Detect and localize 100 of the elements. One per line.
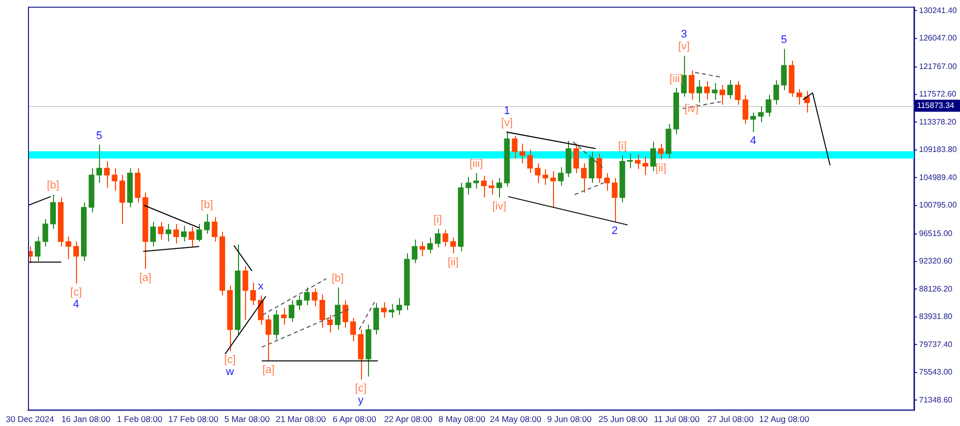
x-tick-label: 30 Dec 2024 (6, 414, 54, 424)
candlestick (350, 317, 356, 342)
annotation: [ii] (655, 162, 666, 174)
candlestick (796, 88, 802, 106)
x-tick-label: 5 Mar 08:00 (224, 414, 270, 424)
candlestick (327, 314, 333, 334)
annotation: 5 (780, 34, 787, 46)
annotation: 4 (750, 135, 756, 148)
x-tick-label: 12 Aug 08:00 (759, 414, 810, 424)
x-tick-label: 25 Jun 08:00 (598, 414, 648, 424)
candlestick (573, 143, 580, 174)
annotation: [i] (433, 214, 442, 226)
annotation: [c] (224, 354, 236, 366)
candlestick (396, 298, 402, 316)
y-tick-label: 109183.80 (919, 145, 958, 154)
annotation: 3 (680, 28, 687, 41)
annotation: [iv] (684, 102, 699, 115)
candlestick (727, 80, 733, 100)
y-tick-label: 88126.20 (919, 284, 953, 294)
candlestick (596, 153, 602, 184)
candlestick (558, 166, 564, 186)
candlestick (273, 310, 279, 340)
annotation: [ii] (448, 256, 459, 268)
candlestick (281, 308, 287, 326)
y-tick-label: 121767.00 (919, 62, 958, 71)
candlestick (150, 221, 156, 247)
candlestick (773, 80, 780, 106)
candlestick (296, 294, 302, 311)
candlestick (720, 84, 726, 106)
candlestick (688, 70, 694, 100)
candlestick (766, 94, 772, 117)
candlestick (604, 172, 610, 192)
candlestick (704, 80, 710, 100)
x-tick-label: 17 Feb 08:00 (168, 414, 219, 424)
annotation: 4 (73, 298, 80, 311)
y-tick-label: 113378.20 (919, 117, 957, 126)
x-tick-label: 16 Jan 08:00 (61, 414, 111, 424)
candlestick (34, 236, 40, 262)
candlestick (496, 177, 502, 198)
candlestick (96, 144, 102, 184)
annotation: [iii] (469, 158, 483, 170)
candlestick (520, 143, 526, 164)
y-tick-label: 117572.60 (919, 90, 957, 99)
candlestick (534, 162, 541, 184)
candlestick (188, 226, 194, 247)
x-tick-label: 1 Feb 08:00 (116, 414, 163, 424)
candlestick (381, 302, 387, 318)
annotation: [b] (46, 180, 60, 192)
candlestick (750, 112, 756, 133)
annotation: [b] (200, 199, 214, 212)
x-tick-label: 6 Apr 08:00 (332, 414, 376, 424)
candlestick (104, 160, 110, 188)
y-tick-label: 92320.60 (919, 256, 953, 266)
candlestick (712, 82, 718, 100)
candlestick (412, 239, 418, 264)
candlestick (158, 221, 164, 240)
candlestick (781, 48, 787, 90)
candlestick (319, 294, 326, 328)
candlestick (112, 168, 118, 192)
y-tick-label: 130241.40 (919, 6, 958, 15)
candlestick (66, 236, 72, 260)
candlestick (250, 282, 256, 306)
candlestick (642, 156, 648, 176)
candlestick (204, 214, 210, 234)
y-tick-label: 79737.40 (919, 340, 953, 349)
annotation: [c] (70, 286, 82, 299)
annotation: [c] (354, 382, 367, 395)
candlestick (419, 241, 426, 257)
candlestick (588, 151, 594, 184)
y-tick-label: 83931.80 (919, 312, 953, 322)
y-tick-label: 96515.00 (919, 228, 953, 238)
annotation: [a] (262, 364, 275, 376)
annotation: [v] (678, 40, 690, 53)
x-tick-label: 8 May 08:00 (438, 414, 486, 424)
candlestick (166, 223, 172, 242)
annotation: [b] (332, 272, 344, 285)
candlestick (212, 216, 218, 242)
candlestick (180, 225, 187, 242)
annotation: 5 (96, 130, 102, 142)
annotation: [v] (501, 117, 513, 130)
candlestick (466, 176, 472, 196)
y-tick-label: 104989.40 (919, 172, 958, 182)
annotation: [iv] (492, 200, 506, 213)
candlestick (334, 287, 341, 330)
candlestick (634, 154, 641, 170)
candlestick (696, 80, 702, 104)
x-tick-label: 9 Jun 08:00 (547, 414, 592, 424)
y-tick-label: 126047.00 (919, 34, 958, 43)
annotation: w (225, 366, 234, 378)
candlestick (42, 218, 48, 247)
candlestick (442, 229, 448, 247)
candlestick (527, 149, 533, 174)
x-tick-label: 22 Apr 08:00 (384, 414, 433, 424)
candlestick (734, 80, 741, 106)
candlestick (173, 223, 179, 244)
candlestick (342, 300, 348, 328)
candlestick (119, 174, 126, 224)
candlestick (450, 237, 456, 254)
candlestick (473, 172, 480, 190)
candlestick (488, 179, 494, 196)
